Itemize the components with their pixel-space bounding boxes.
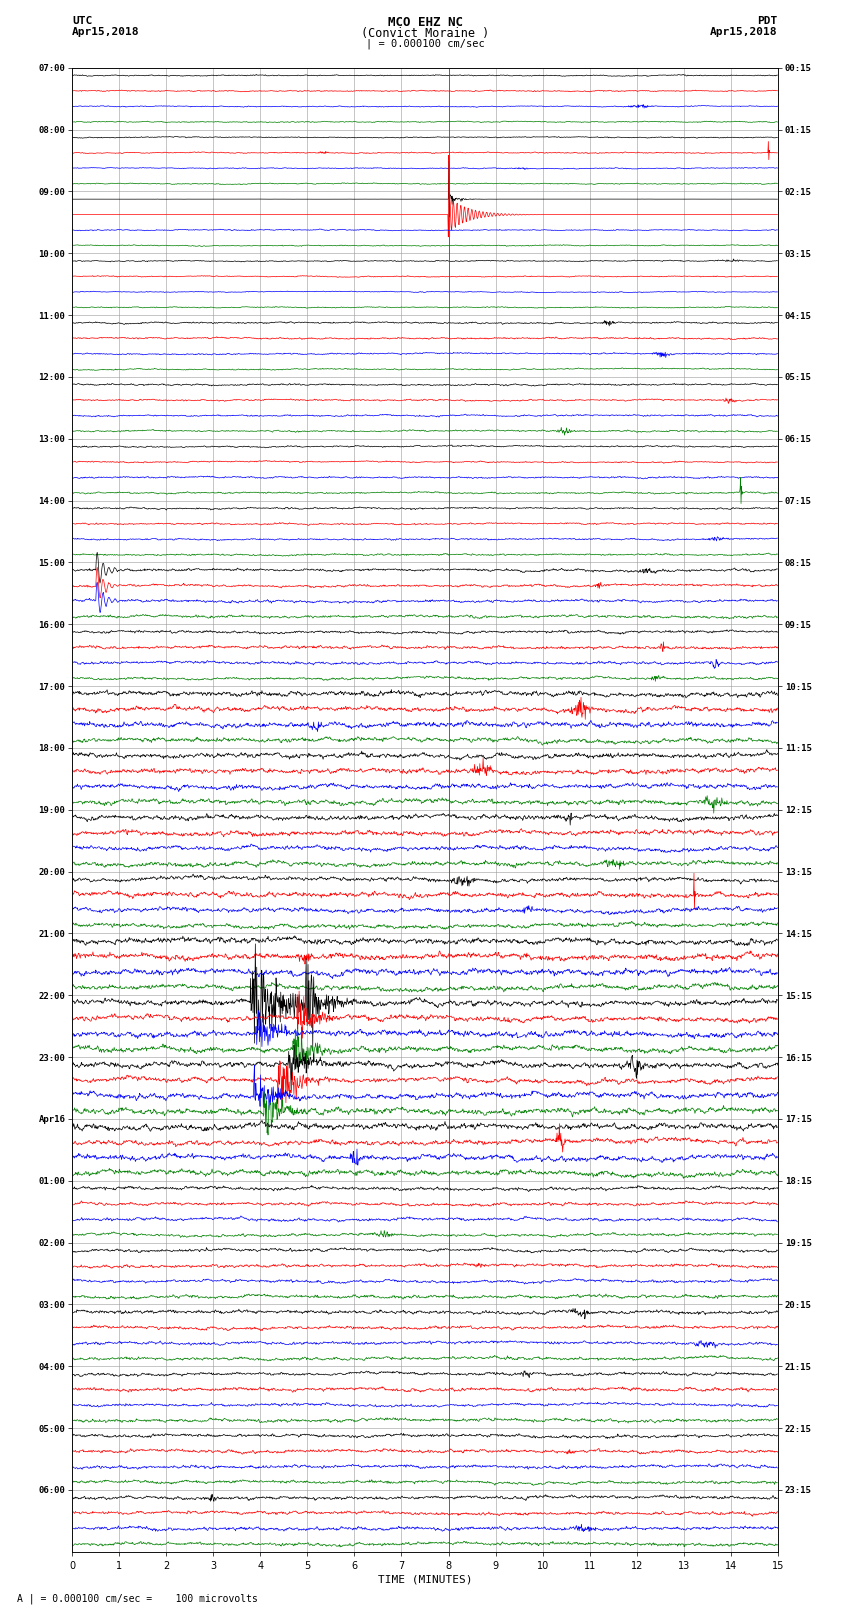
Text: Apr15,2018: Apr15,2018: [711, 27, 778, 37]
Text: UTC: UTC: [72, 16, 93, 26]
Text: PDT: PDT: [757, 16, 778, 26]
Text: (Convict Moraine ): (Convict Moraine ): [361, 27, 489, 40]
X-axis label: TIME (MINUTES): TIME (MINUTES): [377, 1574, 473, 1586]
Text: A | = 0.000100 cm/sec =    100 microvolts: A | = 0.000100 cm/sec = 100 microvolts: [17, 1594, 258, 1605]
Text: | = 0.000100 cm/sec: | = 0.000100 cm/sec: [366, 39, 484, 50]
Text: MCO EHZ NC: MCO EHZ NC: [388, 16, 462, 29]
Text: Apr15,2018: Apr15,2018: [72, 27, 139, 37]
